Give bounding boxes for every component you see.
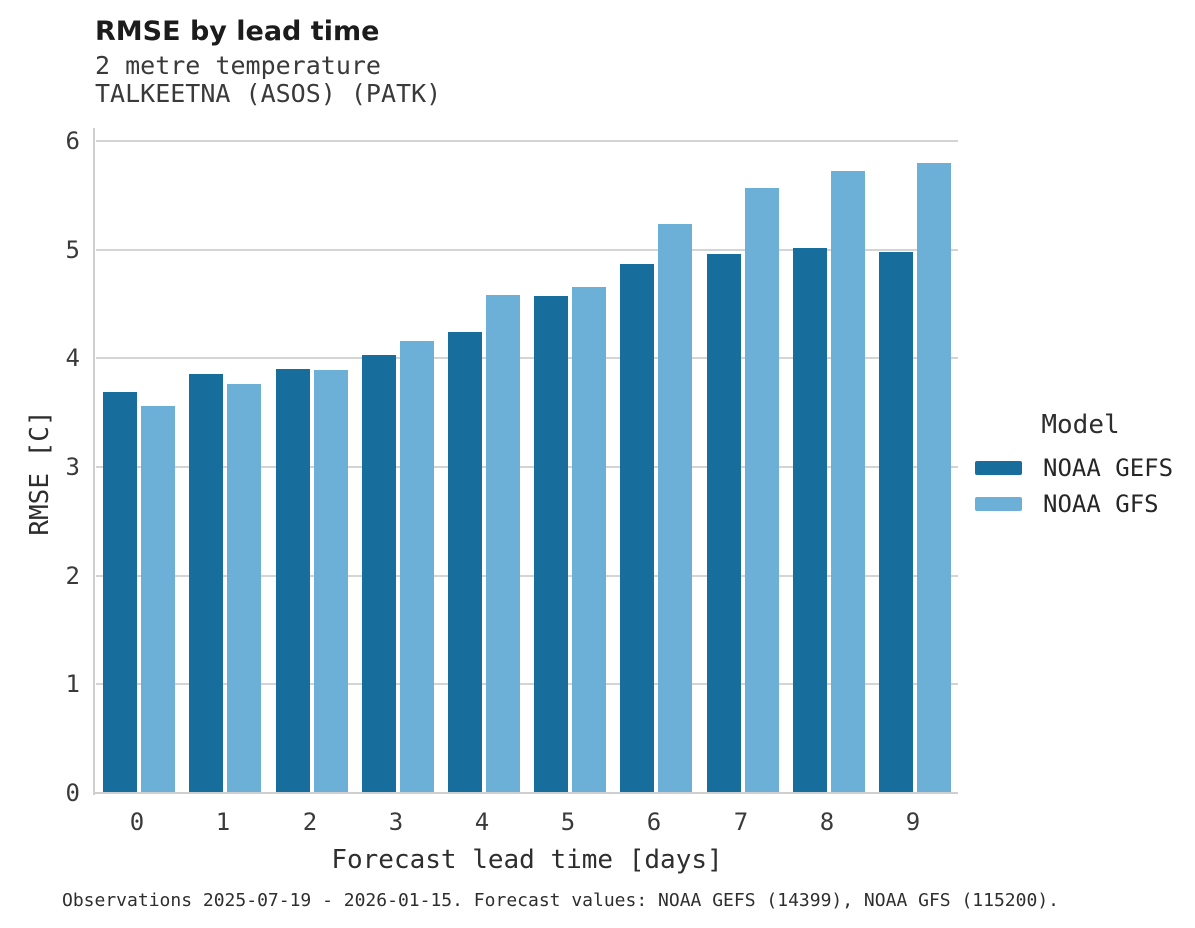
legend-entry-gfs: NOAA GFS <box>968 486 1193 522</box>
x-tick-label-7: 7 <box>733 808 749 836</box>
bar-noaa-gfs-lead4 <box>486 295 520 793</box>
x-tick-label-8: 8 <box>819 808 835 836</box>
gridline-y-2 <box>96 574 958 577</box>
bar-noaa-gfs-lead1 <box>227 384 261 793</box>
gridline-y-1 <box>96 683 958 686</box>
bar-noaa-gefs-lead3 <box>362 355 396 793</box>
legend-title: Model <box>1041 410 1120 440</box>
y-axis-spine <box>93 128 95 795</box>
x-tick-label-1: 1 <box>215 808 231 836</box>
y-axis-title: RMSE [C] <box>25 410 55 536</box>
bar-noaa-gfs-lead9 <box>917 163 951 793</box>
bar-noaa-gfs-lead2 <box>314 370 348 793</box>
bar-noaa-gefs-lead6 <box>620 264 654 793</box>
bar-noaa-gefs-lead8 <box>793 248 827 793</box>
gridline-y-5 <box>96 248 958 251</box>
y-tick-label-6: 6 <box>65 127 80 156</box>
bar-noaa-gfs-lead7 <box>745 188 779 793</box>
bar-noaa-gfs-lead0 <box>141 406 175 793</box>
bar-noaa-gefs-lead9 <box>879 252 913 793</box>
x-tick-label-5: 5 <box>560 808 576 836</box>
bar-noaa-gfs-lead6 <box>658 224 692 793</box>
x-tick-label-6: 6 <box>646 808 662 836</box>
x-tick-label-4: 4 <box>474 808 490 836</box>
footer-caption: Observations 2025-07-19 - 2026-01-15. Fo… <box>62 890 1059 911</box>
y-tick-label-3: 3 <box>65 453 80 482</box>
chart-title: RMSE by lead time <box>95 16 380 47</box>
bar-noaa-gfs-lead5 <box>572 287 606 793</box>
bar-noaa-gefs-lead7 <box>707 254 741 793</box>
bar-noaa-gfs-lead3 <box>400 341 434 793</box>
legend-swatch-gfs <box>975 497 1022 511</box>
gridline-y-3 <box>96 466 958 469</box>
bar-noaa-gefs-lead5 <box>534 296 568 793</box>
x-axis-title: Forecast lead time [days] <box>331 845 723 875</box>
gridline-y-4 <box>96 357 958 360</box>
x-tick-label-0: 0 <box>129 808 145 836</box>
x-axis-line <box>93 792 958 794</box>
legend-swatch-gefs <box>975 461 1022 475</box>
y-tick-label-0: 0 <box>65 779 80 807</box>
y-tick-label-5: 5 <box>65 235 80 264</box>
bar-noaa-gefs-lead4 <box>448 332 482 793</box>
legend-label-gfs: NOAA GFS <box>1043 490 1159 518</box>
y-tick-label-1: 1 <box>65 670 80 699</box>
x-tick-label-9: 9 <box>905 808 921 836</box>
y-tick-label-4: 4 <box>65 344 80 373</box>
chart-subtitle-station: TALKEETNA (ASOS) (PATK) <box>95 79 442 108</box>
gridline-y-6 <box>96 140 958 143</box>
x-tick-label-3: 3 <box>388 808 404 836</box>
legend: Model NOAA GEFS NOAA GFS <box>968 410 1193 522</box>
legend-label-gefs: NOAA GEFS <box>1043 454 1174 482</box>
bar-noaa-gfs-lead8 <box>831 171 865 793</box>
x-tick-label-2: 2 <box>302 808 318 836</box>
bar-noaa-gefs-lead1 <box>189 374 223 793</box>
bar-noaa-gefs-lead0 <box>103 392 137 793</box>
bar-noaa-gefs-lead2 <box>276 369 310 793</box>
y-tick-label-2: 2 <box>65 561 80 590</box>
chart-subtitle-variable: 2 metre temperature <box>95 51 381 80</box>
legend-entry-gefs: NOAA GEFS <box>968 450 1193 486</box>
